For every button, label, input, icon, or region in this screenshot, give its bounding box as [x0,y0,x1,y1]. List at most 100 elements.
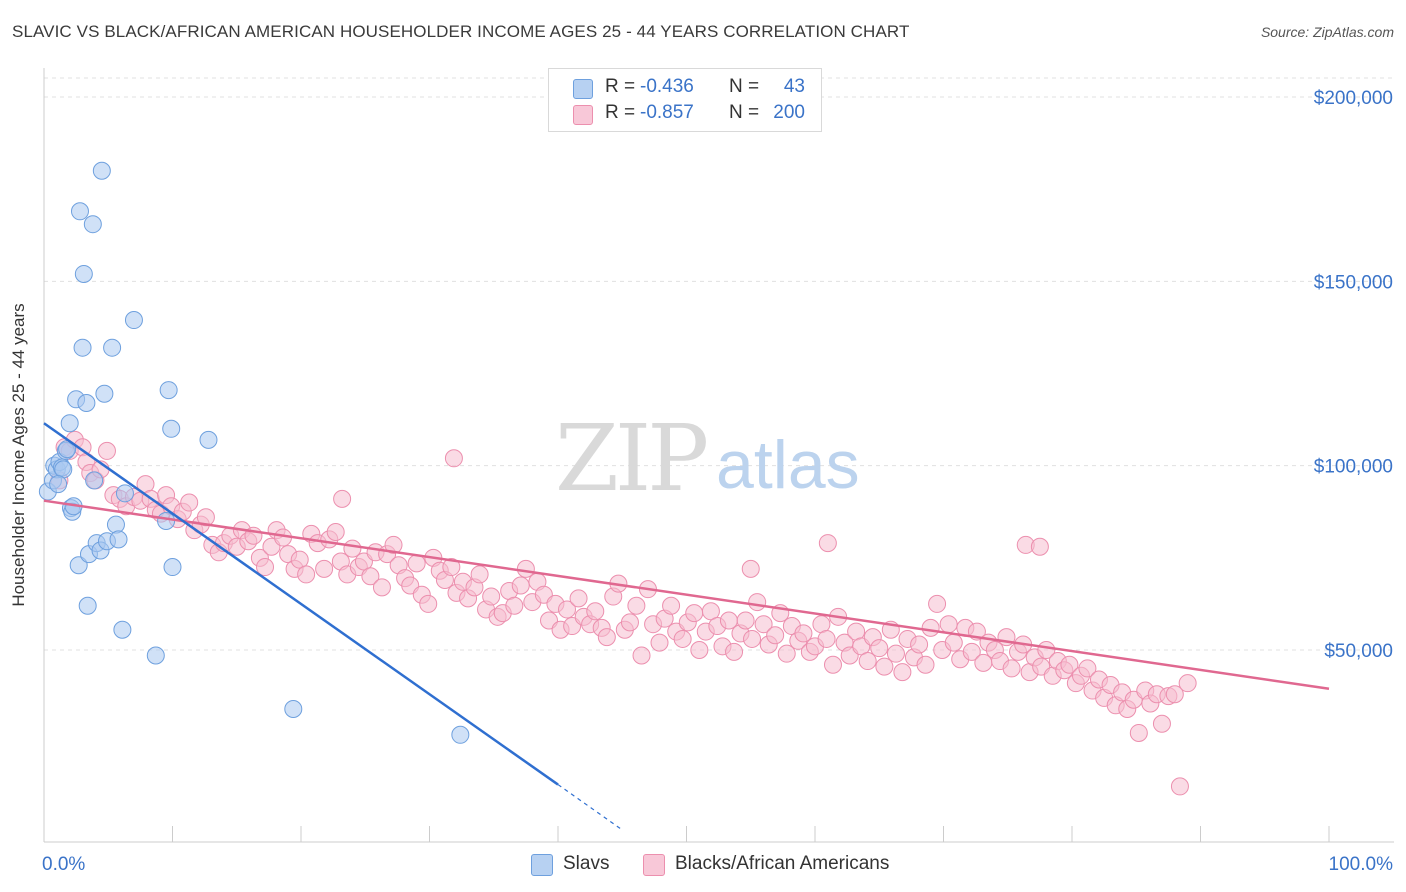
black-american-point [1129,723,1148,742]
black-american-point [407,554,426,573]
black-american-point [256,558,275,577]
y-tick-label: $100,000 [1314,457,1393,478]
black-american-point [372,578,391,597]
black-american-point [766,626,785,645]
legend-n-label: N = [729,102,760,123]
black-american-point [870,639,889,658]
axes [43,68,1394,843]
black-american-point [741,559,760,578]
black-american-point [1152,714,1171,733]
source-credit: Source: ZipAtlas.com [1260,24,1394,40]
watermark-atlas: atlas [716,427,860,503]
y-axis-label: Householder Income Ages 25 - 44 years [9,303,28,607]
slav-points [38,161,470,744]
black-american-point [944,633,963,652]
trend-lines [43,422,1330,831]
slav-point [163,558,182,577]
black-american-point [442,558,461,577]
black-american-point [875,657,894,676]
black-american-point [685,604,704,623]
correlation-legend: R = -0.436 N = 43 R = -0.857 N = 200 [548,68,822,132]
black-american-point [180,493,199,512]
slav-point [113,620,132,639]
black-american-point [557,600,576,619]
black-legend-label: Blacks/African Americans [675,853,890,874]
black-american-point [748,593,767,612]
black-trend-line [43,499,1330,690]
slav-point [159,381,178,400]
black-american-point [886,644,905,663]
black-american-point [1060,655,1079,674]
black-american-point [384,535,403,554]
slavs-trend-line [43,422,559,786]
black-american-point [419,594,438,613]
black-american-point [650,633,669,652]
slav-point [49,475,68,494]
chart-title: SLAVIC VS BLACK/AFRICAN AMERICAN HOUSEHO… [12,22,910,41]
watermark: ZIP atlas [555,405,860,512]
slav-point [83,215,102,234]
black-american-point [858,652,877,671]
black-american-point [893,663,912,682]
x-tick-labels: 0.0% 100.0% [42,854,1393,875]
black-american-point [921,618,940,637]
black-american-point [916,655,935,674]
slav-point [106,515,125,534]
black-american-point [823,655,842,674]
black-american-point [817,629,836,648]
black-american-point [736,611,755,630]
black-american-point [939,615,958,634]
black-american-point [482,587,501,606]
legend-r-value: -0.436 [640,76,694,97]
slav-point [115,484,134,503]
legend-n-value: 43 [783,76,805,97]
black-american-point [743,629,762,648]
black-american-point [1030,537,1049,556]
slav-point [103,338,122,357]
slav-point [85,471,104,490]
slav-point [60,414,79,433]
black-american-point [196,508,215,527]
slav-point [146,646,165,665]
watermark-zip: ZIP [555,405,706,512]
legend-n-value: 200 [773,102,805,123]
black-american-point [470,565,489,584]
slav-point [157,511,176,530]
slav-point [95,384,114,403]
black-legend-swatch [643,854,665,876]
slav-point [109,530,128,549]
slav-point [78,596,97,615]
slav-point [124,311,143,330]
black-american-point [754,615,773,634]
legend-r-label: R = [605,76,636,97]
slav-point [69,556,88,575]
slavs-swatch [573,79,593,99]
slav-point [70,202,89,221]
y-tick-label: $200,000 [1314,88,1393,109]
black-american-point [326,523,345,542]
black-american-point [1170,777,1189,796]
black-american-point [333,489,352,508]
x-tick-label-min: 0.0% [42,854,85,875]
y-tick-label: $50,000 [1324,641,1393,662]
slav-point [284,699,303,718]
black-american-point [569,589,588,608]
slav-point [73,338,92,357]
slavs-trend-extension [557,784,623,831]
black-american-point [511,576,530,595]
black-american-point [315,559,334,578]
black-american-point [632,646,651,665]
black-american-point [1078,659,1097,678]
slavs-legend-label: Slavs [563,853,610,874]
black-american-point [910,635,929,654]
y-tick-labels: $50,000 $100,000 $150,000 $200,000 [1314,88,1393,662]
black-american-point [777,644,796,663]
black-american-point [444,449,463,468]
black-american-point [690,641,709,659]
slav-point [162,419,181,438]
black-american-point [725,642,744,661]
black-american-point [1165,685,1184,704]
black-swatch [573,105,593,125]
black-american-point [505,596,524,615]
